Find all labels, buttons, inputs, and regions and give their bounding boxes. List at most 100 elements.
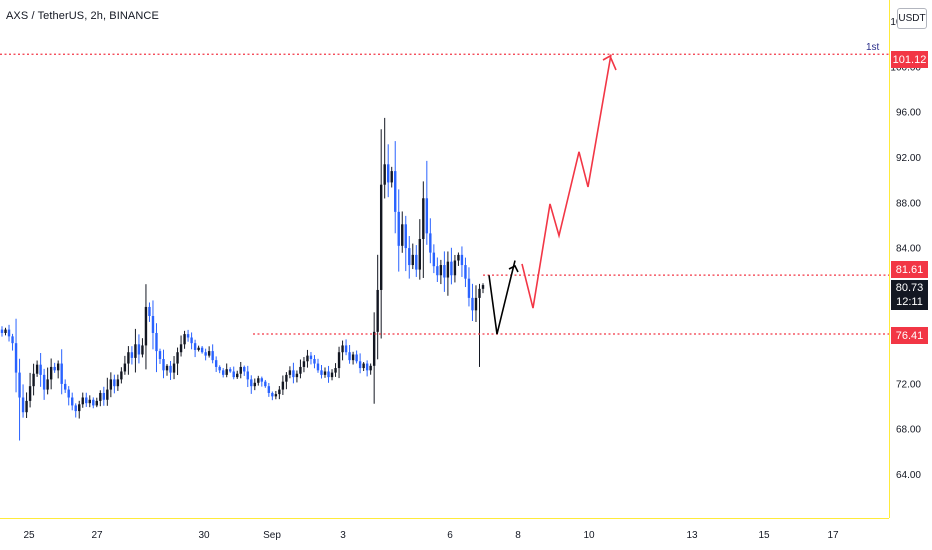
candle-body bbox=[358, 361, 362, 369]
candle-body bbox=[14, 343, 18, 373]
candle bbox=[299, 359, 302, 379]
candle-body bbox=[471, 297, 474, 311]
candle bbox=[429, 218, 432, 264]
currency-unit-button[interactable]: USDT bbox=[897, 8, 927, 29]
candle-body bbox=[267, 386, 271, 393]
candle bbox=[71, 392, 74, 411]
candle-body bbox=[92, 399, 95, 406]
candle bbox=[365, 360, 369, 377]
candle bbox=[422, 181, 425, 278]
candle-body bbox=[313, 359, 316, 364]
candle bbox=[260, 376, 264, 387]
candle-body bbox=[67, 389, 70, 398]
candle-body bbox=[355, 354, 358, 362]
candle-body bbox=[71, 397, 74, 406]
candle bbox=[225, 363, 228, 378]
candle bbox=[271, 391, 274, 401]
candle bbox=[362, 362, 365, 372]
candle-body bbox=[432, 252, 436, 267]
candle bbox=[95, 397, 98, 408]
candle-body bbox=[39, 364, 42, 375]
candle bbox=[186, 329, 190, 342]
candle bbox=[200, 346, 204, 354]
candle-body bbox=[460, 254, 464, 266]
candle-body bbox=[362, 363, 365, 369]
candle-body bbox=[165, 365, 169, 371]
candle-body bbox=[306, 355, 309, 362]
candle bbox=[134, 328, 137, 373]
candle-body bbox=[35, 364, 39, 374]
candle-body bbox=[334, 368, 337, 373]
candle-body bbox=[320, 370, 323, 375]
candle-body bbox=[429, 233, 432, 253]
candle-body bbox=[49, 366, 53, 380]
candle-body bbox=[474, 297, 478, 311]
candle-body bbox=[78, 404, 81, 412]
candle-body bbox=[141, 345, 144, 355]
candle-body bbox=[299, 366, 302, 374]
candle-body bbox=[415, 254, 418, 270]
candle-body bbox=[387, 164, 390, 183]
candle bbox=[46, 367, 49, 395]
candle bbox=[28, 372, 32, 408]
candle bbox=[32, 363, 35, 396]
x-tick-label: 17 bbox=[827, 530, 839, 541]
candle-body bbox=[214, 360, 218, 367]
candle-body bbox=[327, 371, 330, 378]
candle bbox=[481, 283, 485, 294]
y-tick-label: 84.00 bbox=[896, 244, 921, 255]
candle bbox=[404, 215, 407, 272]
black-projection-path bbox=[488, 260, 516, 335]
x-tick-label: 25 bbox=[23, 530, 35, 541]
axes: 64.0068.0072.0076.0080.0084.0088.0092.00… bbox=[0, 0, 921, 541]
candle bbox=[425, 160, 429, 245]
horizontal-levels bbox=[0, 53, 889, 335]
candle bbox=[292, 362, 295, 384]
candle bbox=[394, 141, 397, 234]
candle bbox=[151, 300, 155, 350]
candle bbox=[278, 386, 281, 400]
candle-body bbox=[260, 378, 264, 382]
candle bbox=[439, 259, 443, 285]
candle-body bbox=[278, 389, 281, 395]
candle-body bbox=[158, 351, 162, 360]
candle-body bbox=[372, 331, 376, 366]
candle bbox=[204, 348, 207, 361]
candle bbox=[18, 358, 21, 441]
candle-body bbox=[56, 363, 60, 371]
candle-body bbox=[253, 382, 256, 387]
candle-body bbox=[102, 392, 106, 400]
candle-body bbox=[134, 344, 137, 358]
candle bbox=[232, 366, 235, 380]
candle-body bbox=[397, 211, 400, 246]
candle-body bbox=[394, 171, 397, 212]
candle-body bbox=[74, 405, 77, 412]
candle bbox=[11, 333, 14, 351]
candle bbox=[0, 326, 4, 337]
candle bbox=[162, 349, 165, 379]
candle-body bbox=[25, 400, 28, 413]
candle bbox=[446, 251, 450, 296]
candle bbox=[25, 392, 28, 419]
candle bbox=[21, 384, 25, 418]
candle bbox=[127, 346, 130, 375]
candle-body bbox=[379, 184, 383, 290]
price-tag-current: 80.73 12:11 bbox=[891, 280, 928, 310]
y-tick-label: 96.00 bbox=[896, 108, 921, 119]
candle bbox=[109, 372, 113, 398]
candle bbox=[63, 379, 67, 393]
candle-body bbox=[264, 381, 267, 387]
x-tick-label: 8 bbox=[515, 530, 521, 541]
candle bbox=[267, 383, 271, 397]
candle bbox=[387, 144, 390, 198]
candle bbox=[372, 312, 376, 404]
candle bbox=[302, 357, 306, 373]
candle bbox=[411, 243, 414, 270]
candle-body bbox=[162, 359, 165, 371]
candle bbox=[383, 117, 386, 199]
candle-body bbox=[218, 366, 221, 371]
candle-body bbox=[204, 352, 207, 356]
candle-body bbox=[130, 352, 134, 358]
candle bbox=[320, 365, 323, 379]
